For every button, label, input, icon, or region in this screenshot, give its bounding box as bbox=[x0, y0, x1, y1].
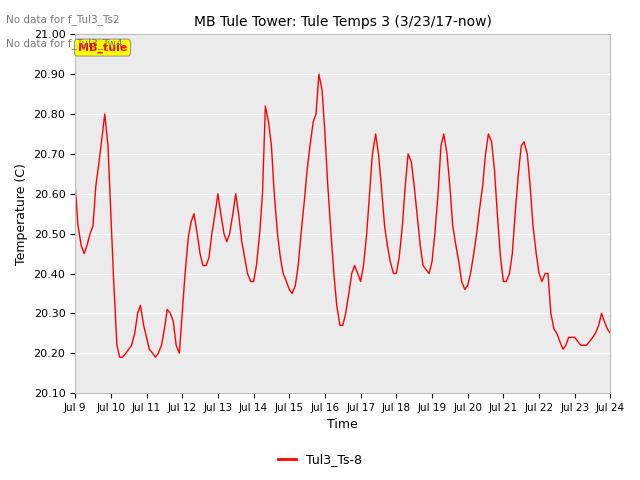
Text: No data for f_Tul3_Tw4: No data for f_Tul3_Tw4 bbox=[6, 38, 123, 49]
Legend: Tul3_Ts-8: Tul3_Ts-8 bbox=[273, 448, 367, 471]
Text: MB_tule: MB_tule bbox=[78, 42, 127, 53]
Text: No data for f_Tul3_Ts2: No data for f_Tul3_Ts2 bbox=[6, 14, 120, 25]
Title: MB Tule Tower: Tule Temps 3 (3/23/17-now): MB Tule Tower: Tule Temps 3 (3/23/17-now… bbox=[194, 15, 492, 29]
Y-axis label: Temperature (C): Temperature (C) bbox=[15, 163, 28, 264]
X-axis label: Time: Time bbox=[328, 419, 358, 432]
